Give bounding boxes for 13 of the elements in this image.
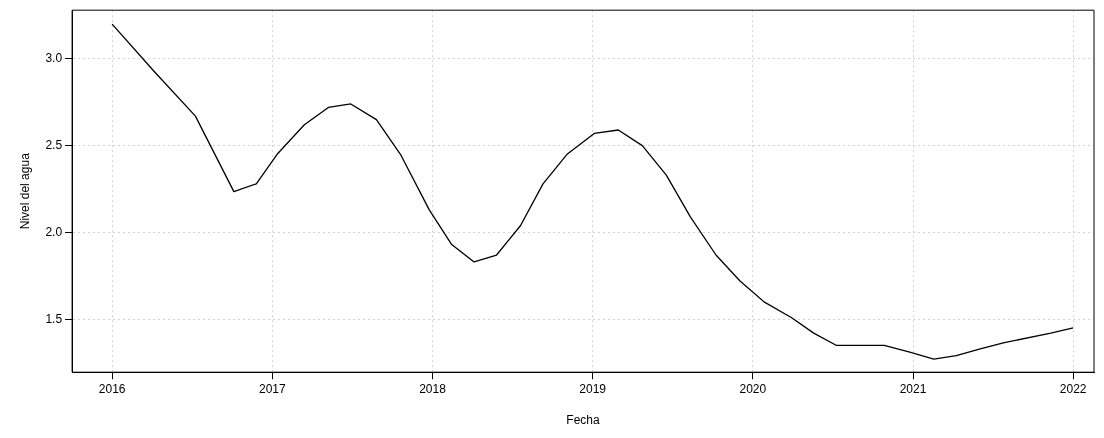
x-tick-label: 2016	[98, 381, 126, 396]
x-axis-title: Fecha	[566, 413, 601, 428]
x-tick-label: 2022	[1059, 381, 1087, 396]
x-tick-label: 2019	[579, 381, 607, 396]
y-axis-title: Nivel del agua	[17, 152, 32, 230]
y-tick-label: 3.0	[45, 51, 63, 66]
y-tick-label: 1.5	[45, 311, 63, 326]
x-tick-label: 2017	[258, 381, 286, 396]
x-tick-label: 2018	[419, 381, 447, 396]
y-tick-label: 2.5	[45, 137, 63, 152]
x-tick-label: 2020	[739, 381, 767, 396]
y-tick-label: 2.0	[45, 224, 63, 239]
x-tick-label: 2021	[899, 381, 927, 396]
